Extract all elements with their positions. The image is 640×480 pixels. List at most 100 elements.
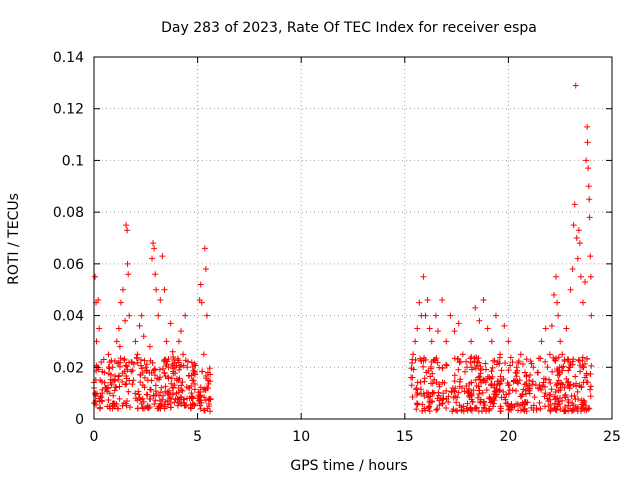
- data-point: [151, 245, 158, 252]
- data-point: [203, 312, 210, 319]
- data-point: [161, 286, 168, 293]
- data-point: [515, 359, 522, 366]
- data-point: [153, 286, 160, 293]
- data-point: [197, 281, 204, 288]
- data-point: [447, 312, 454, 319]
- data-point: [489, 364, 496, 371]
- data-point: [412, 338, 419, 345]
- data-point: [116, 395, 123, 402]
- data-point: [409, 393, 416, 400]
- grid-lines: [94, 57, 612, 419]
- data-point: [204, 385, 211, 392]
- data-point: [488, 375, 495, 382]
- data-point: [542, 325, 549, 332]
- data-point: [527, 372, 534, 379]
- data-point: [121, 355, 128, 362]
- data-point: [152, 397, 159, 404]
- data-point: [567, 286, 574, 293]
- data-point: [135, 388, 142, 395]
- data-point: [96, 398, 103, 405]
- data-point: [548, 322, 555, 329]
- x-tick-label: 15: [396, 429, 414, 445]
- data-point: [143, 361, 150, 368]
- y-tick-label: 0.12: [53, 102, 84, 118]
- data-point: [159, 253, 166, 260]
- data-point: [443, 387, 450, 394]
- data-point: [195, 395, 202, 402]
- data-point: [119, 378, 126, 385]
- data-point: [588, 312, 595, 319]
- data-point: [408, 374, 415, 381]
- data-point: [428, 365, 435, 372]
- data-point: [122, 317, 129, 324]
- data-point: [585, 165, 592, 172]
- data-point: [496, 387, 503, 394]
- data-point: [413, 386, 420, 393]
- data-point: [579, 357, 586, 364]
- data-point: [569, 266, 576, 273]
- data-point: [147, 386, 154, 393]
- data-point: [567, 361, 574, 368]
- y-axis-label: ROTI / TECUs: [6, 193, 22, 285]
- data-point: [478, 379, 485, 386]
- data-point: [197, 402, 204, 409]
- data-point: [201, 245, 208, 252]
- data-point: [427, 373, 434, 380]
- data-point: [433, 406, 440, 413]
- data-point: [451, 372, 458, 379]
- data-point: [535, 355, 542, 362]
- data-point: [572, 82, 579, 89]
- data-point: [165, 391, 172, 398]
- data-point: [105, 370, 112, 377]
- data-point: [191, 369, 198, 376]
- data-point: [580, 364, 587, 371]
- data-point: [578, 397, 585, 404]
- y-tick-label: 0.04: [53, 309, 84, 325]
- data-point: [576, 240, 583, 247]
- data-point: [171, 357, 178, 364]
- data-point: [553, 273, 560, 280]
- data-point: [440, 395, 447, 402]
- data-point: [434, 328, 441, 335]
- data-point: [428, 338, 435, 345]
- data-point: [464, 400, 471, 407]
- data-point: [502, 360, 509, 367]
- data-point: [528, 360, 535, 367]
- data-point: [95, 297, 102, 304]
- data-point: [178, 328, 185, 335]
- data-point: [414, 389, 421, 396]
- data-point: [421, 378, 428, 385]
- data-point: [174, 355, 181, 362]
- x-tick-label: 10: [292, 429, 310, 445]
- data-point: [586, 214, 593, 221]
- data-point: [520, 386, 527, 393]
- data-point: [507, 362, 514, 369]
- data-point: [205, 380, 212, 387]
- data-point: [170, 384, 177, 391]
- data-point: [92, 273, 99, 280]
- data-point: [505, 338, 512, 345]
- data-point: [420, 273, 427, 280]
- data-point: [565, 396, 572, 403]
- data-point: [142, 364, 149, 371]
- data-point: [561, 358, 568, 365]
- data-point: [432, 356, 439, 363]
- data-point: [574, 388, 581, 395]
- data-point: [137, 356, 144, 363]
- data-point: [122, 362, 129, 369]
- data-point: [136, 394, 143, 401]
- data-point: [505, 367, 512, 374]
- data-point: [587, 273, 594, 280]
- data-point: [482, 366, 489, 373]
- data-point: [158, 402, 165, 409]
- data-point: [583, 355, 590, 362]
- data-point: [171, 364, 178, 371]
- data-point: [436, 364, 443, 371]
- data-point: [448, 389, 455, 396]
- data-point: [523, 408, 530, 415]
- data-point: [106, 359, 113, 366]
- data-point: [521, 369, 528, 376]
- data-point: [583, 379, 590, 386]
- data-point: [119, 370, 126, 377]
- data-point: [530, 364, 537, 371]
